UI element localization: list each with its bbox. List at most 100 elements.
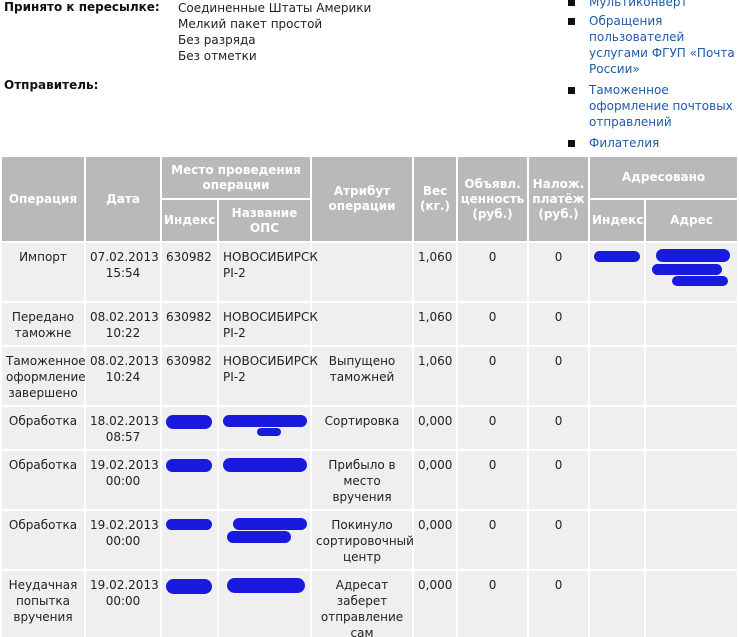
item-class: Без разряда bbox=[178, 33, 256, 47]
cell-cod: 0 bbox=[527, 569, 591, 637]
cell-declared: 0 bbox=[456, 301, 530, 347]
cell-cod: 0 bbox=[527, 509, 591, 571]
cell-addr-index bbox=[588, 509, 647, 571]
cell-weight: 0,000 bbox=[412, 569, 459, 637]
redaction-mark bbox=[656, 249, 731, 262]
cell-attribute: Покинуло сортировочный центр bbox=[310, 509, 415, 571]
cell-addr-index bbox=[588, 569, 647, 637]
link-user-appeals[interactable]: Обращения пользователей услугами ФГУП «П… bbox=[568, 13, 739, 77]
cell-address bbox=[644, 301, 739, 347]
redaction-mark bbox=[594, 251, 641, 262]
cell-operation: Неудачная попытка вручения bbox=[0, 569, 86, 637]
col-date: Дата bbox=[84, 155, 162, 243]
col-cod: Налож. платёж (руб.) bbox=[527, 155, 591, 243]
redaction-mark bbox=[233, 518, 307, 530]
cell-ops bbox=[216, 405, 313, 451]
cell-cod: 0 bbox=[527, 241, 591, 303]
redaction-mark bbox=[227, 531, 291, 543]
col-operation: Операция bbox=[0, 155, 86, 243]
redaction-mark bbox=[672, 276, 729, 286]
col-attribute: Атрибут операции bbox=[310, 155, 415, 243]
cell-ops bbox=[216, 509, 313, 571]
cell-addr-index bbox=[588, 301, 647, 347]
cell-attribute: Выпущено таможней bbox=[310, 345, 415, 407]
cell-addr-index bbox=[588, 241, 647, 303]
cell-cod: 0 bbox=[527, 449, 591, 511]
cell-address bbox=[644, 405, 739, 451]
table-row: Неудачная попытка вручения 19.02.2013 00… bbox=[0, 569, 739, 637]
link-label: Филателия bbox=[589, 136, 660, 150]
redaction-mark bbox=[257, 428, 281, 436]
col-place: Место проведения операции bbox=[159, 155, 313, 200]
table-row: Импорт 07.02.2013 15:54 630982 НОВОСИБИР… bbox=[0, 241, 739, 303]
redaction-mark bbox=[652, 264, 723, 275]
redaction-mark bbox=[223, 415, 307, 427]
cell-ops: НОВОСИБИРСК PI-2 bbox=[216, 301, 318, 347]
col-index: Индекс bbox=[160, 198, 219, 243]
cell-declared: 0 bbox=[456, 449, 530, 511]
table-row: Таможенное оформление завершено 08.02.20… bbox=[0, 345, 739, 407]
cell-cod: 0 bbox=[527, 301, 591, 347]
cell-weight: 1,060 bbox=[412, 345, 459, 407]
header-row: Операция Дата Место проведения операции … bbox=[0, 155, 739, 243]
link-label: Мультиконверт bbox=[589, 0, 688, 9]
redaction-mark bbox=[166, 415, 212, 429]
link-multienvelope[interactable]: Мультиконверт bbox=[568, 0, 739, 10]
cell-operation: Таможенное оформление завершено bbox=[0, 345, 86, 407]
cell-weight: 0,000 bbox=[412, 449, 459, 511]
col-weight: Вес (кг.) bbox=[412, 155, 459, 243]
cell-address bbox=[644, 569, 739, 637]
item-mark: Без отметки bbox=[178, 49, 257, 63]
cell-declared: 0 bbox=[456, 569, 530, 637]
header-subrow: Индекс Название ОПС Индекс Адрес bbox=[1, 198, 739, 243]
link-label: Обращения пользователей услугами ФГУП «П… bbox=[589, 14, 735, 76]
col-address: Адрес bbox=[644, 198, 739, 243]
cell-addr-index bbox=[588, 405, 647, 451]
cell-ops: НОВОСИБИРСК PI-2 bbox=[216, 345, 318, 407]
cell-index bbox=[160, 509, 219, 571]
cell-addr-index bbox=[588, 449, 647, 511]
cell-declared: 0 bbox=[456, 509, 530, 571]
cell-index bbox=[160, 569, 219, 637]
link-label: Таможенное оформление почтовых отправлен… bbox=[589, 83, 733, 129]
cell-address bbox=[644, 509, 739, 571]
cell-ops bbox=[216, 449, 313, 511]
cell-operation: Обработка bbox=[0, 405, 86, 451]
destination-country: Соединенные Штаты Америки bbox=[178, 1, 372, 15]
cell-addr-index bbox=[588, 345, 647, 407]
cell-operation: Обработка bbox=[0, 449, 86, 511]
cell-operation: Передано таможне bbox=[0, 301, 86, 347]
sender-label: Отправитель: bbox=[4, 78, 99, 92]
cell-declared: 0 bbox=[456, 405, 530, 451]
cell-index: 630982 bbox=[160, 241, 219, 303]
link-philately[interactable]: Филателия bbox=[568, 135, 739, 151]
cell-index: 630982 bbox=[160, 301, 219, 347]
related-links: Мультиконверт Обращения пользователей ус… bbox=[568, 0, 739, 156]
accepted-label: Принято к пересылке: bbox=[4, 0, 160, 14]
col-addressed: Адресовано bbox=[588, 155, 739, 200]
accepted-values: Соединенные Штаты Америки Мелкий пакет п… bbox=[178, 0, 371, 64]
cell-weight: 1,060 bbox=[412, 301, 459, 347]
cell-attribute bbox=[310, 241, 415, 303]
cell-attribute: Прибыло в место вручения bbox=[310, 449, 415, 511]
cell-operation: Импорт bbox=[0, 241, 86, 303]
bullet-icon bbox=[568, 0, 575, 6]
col-declared-value: Объявл. ценность (руб.) bbox=[456, 155, 530, 243]
cell-attribute: Сортировка bbox=[310, 405, 415, 451]
cell-cod: 0 bbox=[527, 405, 591, 451]
cell-attribute bbox=[310, 301, 415, 347]
table-row: Передано таможне 08.02.2013 10:22 630982… bbox=[0, 301, 739, 347]
cell-index bbox=[160, 405, 219, 451]
cell-date: 19.02.2013 00:00 bbox=[84, 569, 162, 637]
cell-date: 07.02.2013 15:54 bbox=[84, 241, 162, 303]
cell-cod: 0 bbox=[527, 345, 591, 407]
cell-date: 19.02.2013 00:00 bbox=[84, 449, 162, 511]
col-ops-name: Название ОПС bbox=[216, 198, 313, 243]
redaction-mark bbox=[227, 578, 305, 593]
tracking-table: Операция Дата Место проведения операции … bbox=[0, 155, 739, 637]
cell-address bbox=[644, 241, 739, 303]
cell-index: 630982 bbox=[160, 345, 219, 407]
link-customs-clearance[interactable]: Таможенное оформление почтовых отправлен… bbox=[568, 82, 739, 130]
cell-ops bbox=[216, 569, 313, 637]
cell-operation: Обработка bbox=[0, 509, 86, 571]
